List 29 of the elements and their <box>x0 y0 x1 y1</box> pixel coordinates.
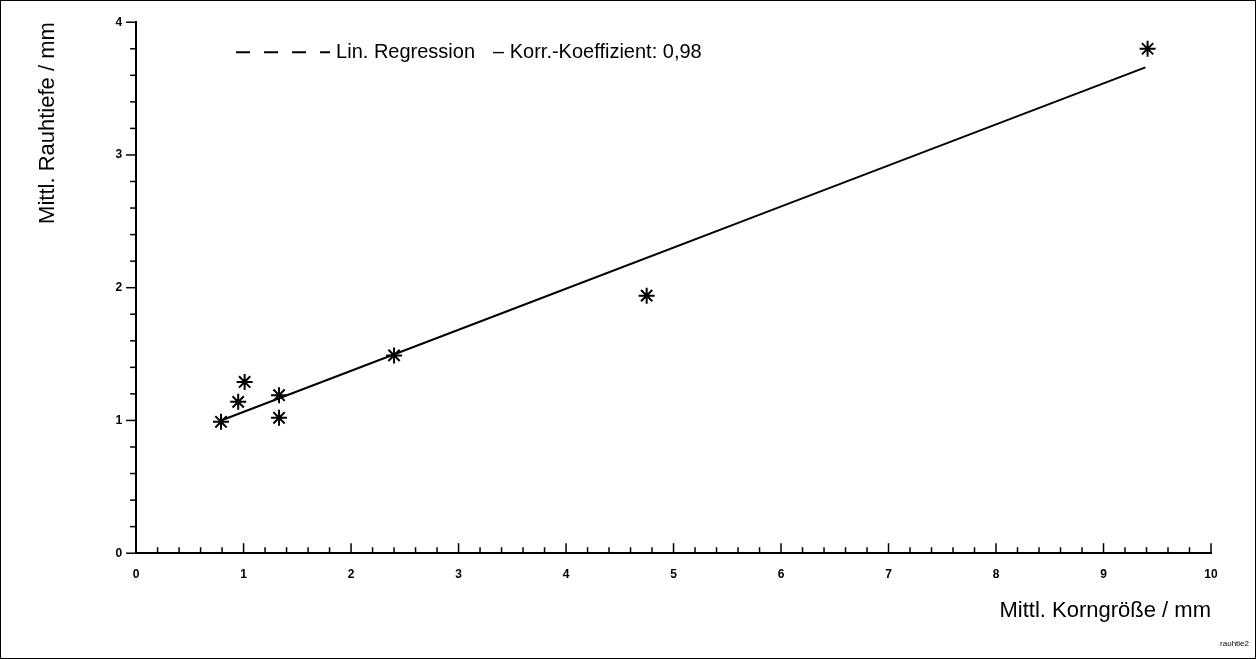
x-axis-title: Mittl. Korngröße / mm <box>999 596 1211 622</box>
x-tick-label: 0 <box>132 566 140 581</box>
annotation: – Korr.-Koeffizient: 0,98 <box>493 39 702 62</box>
x-tick-label: 7 <box>885 566 893 581</box>
x-tick-label: 3 <box>455 566 463 581</box>
x-tick-label: 8 <box>992 566 1000 581</box>
x-tick-label: 2 <box>347 566 355 581</box>
y-tick-label: 3 <box>115 147 123 162</box>
y-tick-label: 0 <box>115 545 123 560</box>
y-tick-label: 2 <box>115 280 123 295</box>
y-tick-label: 4 <box>115 14 123 29</box>
x-tick-label: 4 <box>562 566 570 581</box>
y-axis-title: Mittl. Rauhtiefe / mm <box>34 22 60 224</box>
point <box>637 286 656 305</box>
point <box>270 386 289 405</box>
y-tick-label: 1 <box>115 412 123 427</box>
x-tick-label: 6 <box>777 566 785 581</box>
x-tick-label: 1 <box>240 566 248 581</box>
x-tick-label: 5 <box>670 566 678 581</box>
point <box>229 392 248 411</box>
text: rauhtie2 <box>1220 639 1250 649</box>
x-tick-label: 10 <box>1204 566 1218 581</box>
point <box>1138 39 1157 58</box>
legend-label: Lin. Regression <box>336 39 476 62</box>
x-tick-label: 9 <box>1100 566 1108 581</box>
point <box>270 408 289 427</box>
point <box>385 346 404 365</box>
point <box>235 372 254 391</box>
point <box>211 412 230 431</box>
